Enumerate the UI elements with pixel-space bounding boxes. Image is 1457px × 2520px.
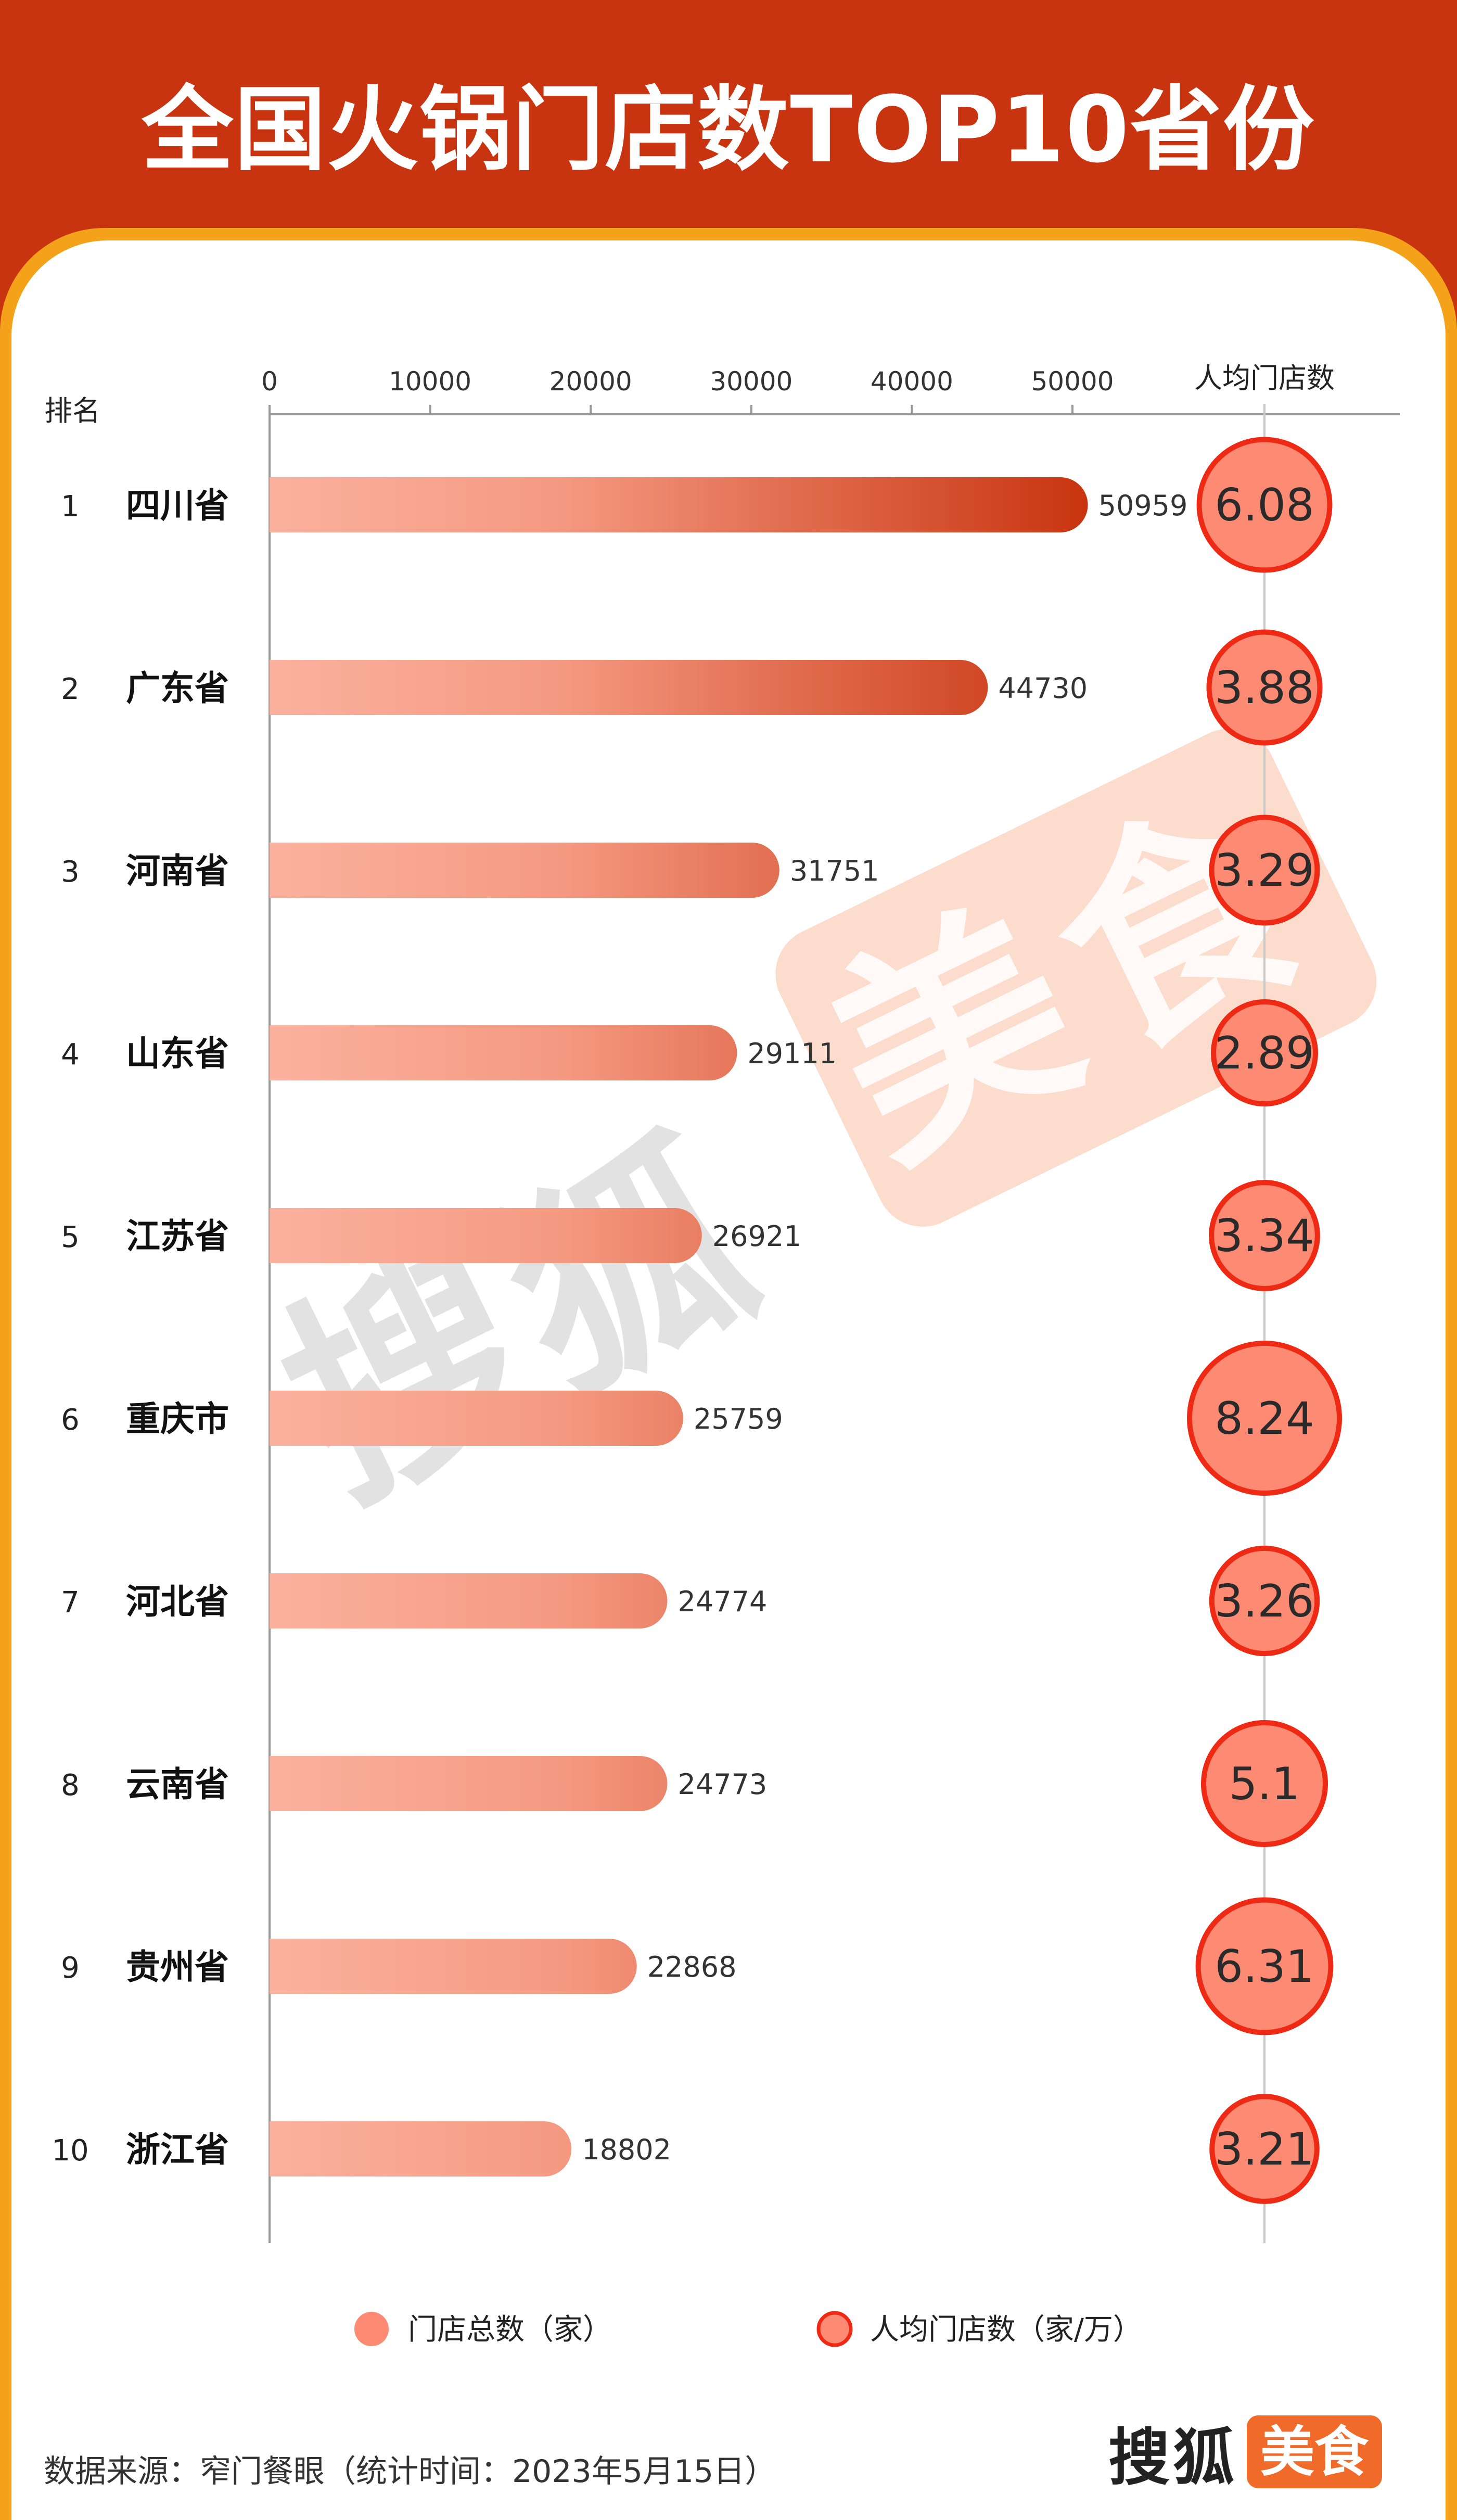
bar <box>270 1939 637 1994</box>
category-label: 河北省 <box>126 1582 229 1622</box>
bar-value-label: 18802 <box>582 2133 671 2166</box>
category-label: 贵州省 <box>126 1947 229 1987</box>
bar <box>270 660 988 715</box>
bar <box>270 1573 668 1628</box>
bubble <box>1196 437 1333 573</box>
bar-value-label: 29111 <box>747 1037 837 1070</box>
bar-value-label: 31751 <box>790 855 879 887</box>
bubble-column-label: 人均门店数 <box>1194 362 1335 394</box>
legend-label-bubble: 人均门店数（家/万） <box>870 2313 1142 2347</box>
x-tick-label: 50000 <box>1031 366 1114 397</box>
rank-label: 7 <box>61 1586 80 1620</box>
brand-logo: 搜狐 美食 <box>1108 2413 1383 2493</box>
x-tick-label: 20000 <box>549 366 632 397</box>
bar <box>270 1208 702 1263</box>
rank-label: 10 <box>52 2134 88 2168</box>
x-tick-label: 10000 <box>389 366 471 397</box>
category-label: 云南省 <box>126 1764 229 1804</box>
bubble-value-label: 2.89 <box>1215 1027 1314 1079</box>
bubble <box>1209 814 1320 926</box>
bubble-value-label: 3.26 <box>1215 1575 1314 1627</box>
bar-value-label: 50959 <box>1098 489 1188 522</box>
bubble <box>1211 999 1318 1106</box>
bubble-value-label: 3.29 <box>1215 845 1314 897</box>
bubble-value-label: 3.34 <box>1215 1210 1314 1262</box>
legend-swatch-bubble <box>816 2311 853 2347</box>
brand-name: 搜狐 <box>1108 2421 1238 2493</box>
bar-value-label: 26921 <box>712 1220 802 1253</box>
bubble-value-label: 3.21 <box>1215 2123 1314 2175</box>
rank-label: 9 <box>61 1951 80 1985</box>
bubble <box>1209 1545 1320 1657</box>
bar <box>270 477 1088 532</box>
category-label: 浙江省 <box>126 2130 229 2170</box>
rank-header: 排名 <box>44 394 100 427</box>
bar <box>270 843 779 898</box>
rank-label: 8 <box>61 1768 80 1802</box>
rank-label: 1 <box>61 490 80 524</box>
category-label: 四川省 <box>126 486 229 526</box>
rank-label: 5 <box>61 1220 80 1254</box>
rank-label: 3 <box>61 855 80 889</box>
legend-swatch-bar <box>354 2312 389 2346</box>
bubble <box>1187 1341 1342 1496</box>
category-label: 山东省 <box>126 1034 229 1074</box>
x-tick-label: 40000 <box>871 366 953 397</box>
legend-label-bar: 门店总数（家） <box>408 2313 612 2347</box>
x-tick-label: 30000 <box>710 366 793 397</box>
bubble <box>1209 2094 1320 2204</box>
category-label: 重庆市 <box>126 1399 229 1439</box>
bubble-value-label: 5.1 <box>1229 1758 1300 1810</box>
category-label: 江苏省 <box>126 1216 229 1256</box>
bubble-value-label: 8.24 <box>1215 1393 1314 1445</box>
rank-label: 6 <box>61 1403 80 1437</box>
x-tick-label: 0 <box>261 366 278 397</box>
rank-label: 2 <box>61 672 80 706</box>
bubble <box>1200 1720 1328 1848</box>
bubble <box>1206 629 1323 746</box>
bar <box>270 1391 683 1446</box>
category-label: 广东省 <box>126 668 229 708</box>
rank-label: 4 <box>61 1038 80 1072</box>
source-note: 数据来源：窄门餐眼（统计时间：2023年5月15日） <box>44 2453 776 2490</box>
bubble <box>1209 1180 1320 1291</box>
bar-value-label: 44730 <box>998 672 1088 705</box>
bubble <box>1195 1897 1334 2035</box>
bar <box>270 1756 668 1811</box>
page-title: 全国火锅门店数TOP10省份 <box>142 77 1315 183</box>
category-label: 河南省 <box>126 851 229 891</box>
bubble-value-label: 6.31 <box>1215 1941 1314 1993</box>
bar <box>270 2121 572 2177</box>
bar-value-label: 24773 <box>678 1768 767 1801</box>
bubble-value-label: 6.08 <box>1215 479 1314 531</box>
bar-value-label: 22868 <box>647 1951 737 1983</box>
bar <box>270 1025 737 1080</box>
bar-value-label: 25759 <box>694 1403 783 1435</box>
brand-badge: 美食 <box>1247 2415 1383 2488</box>
bar-value-label: 24774 <box>678 1585 768 1618</box>
bubble-value-label: 3.88 <box>1215 662 1314 714</box>
